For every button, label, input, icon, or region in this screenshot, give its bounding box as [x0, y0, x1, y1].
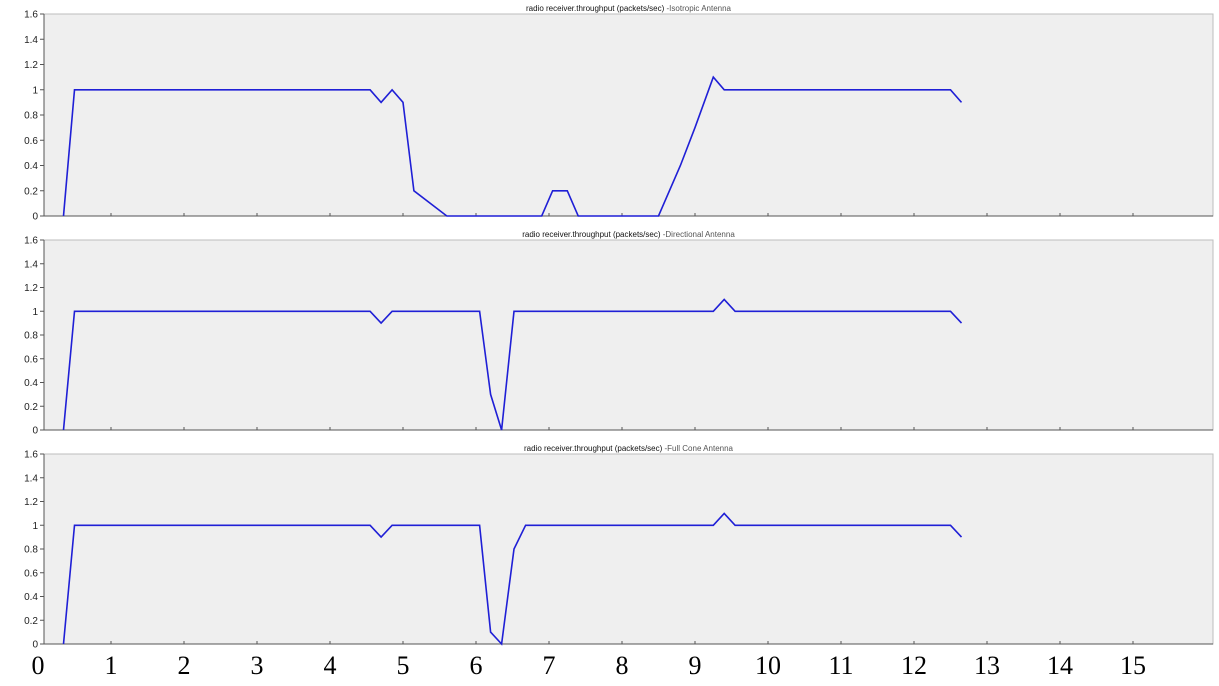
- panel-title-main: radio receiver.throughput (packets/sec): [526, 4, 667, 13]
- y-tick-label: 0.8: [24, 331, 38, 342]
- panel-title-main: radio receiver.throughput (packets/sec): [522, 230, 663, 239]
- panel-title-subtitle: -Full Cone Antenna: [665, 444, 734, 453]
- y-tick-label: 1.4: [24, 473, 38, 484]
- x-tick-label: 4: [324, 651, 337, 680]
- y-tick-label: 0.2: [24, 616, 38, 627]
- x-tick-label: 7: [543, 651, 556, 680]
- y-tick-label: 1: [32, 521, 38, 532]
- y-tick-label: 0: [32, 426, 38, 437]
- plot-area: [43, 13, 1214, 217]
- y-tick-label: 1: [32, 307, 38, 318]
- y-tick-label: 0: [32, 212, 38, 223]
- y-tick-label: 0: [32, 640, 38, 651]
- panel-title: radio receiver.throughput (packets/sec) …: [524, 444, 734, 453]
- series-line: [62, 512, 963, 646]
- y-tick-label: 0.6: [24, 354, 38, 365]
- x-tick-label: 15: [1120, 651, 1146, 680]
- y-tick-label: 0.8: [24, 111, 38, 122]
- panel-title-main: radio receiver.throughput (packets/sec): [524, 444, 665, 453]
- x-tick-label: 8: [616, 651, 629, 680]
- x-tick-label: 9: [689, 651, 702, 680]
- plot-area: [43, 239, 1214, 431]
- x-tick-label: 5: [397, 651, 410, 680]
- x-tick-label: 1: [105, 651, 118, 680]
- panel-title: radio receiver.throughput (packets/sec) …: [522, 230, 735, 239]
- x-tick-label: 12: [901, 651, 927, 680]
- x-tick-label: 6: [470, 651, 483, 680]
- x-tick-label: 11: [828, 651, 853, 680]
- chart-panel-3: 0 0.2 0.4 0.6 0.8 1 1.2 1.4 1.6 radio receiver.th…: [24, 444, 1214, 651]
- y-tick-label: 0.2: [24, 186, 38, 197]
- x-tick-label: 10: [755, 651, 781, 680]
- x-tick-label: 14: [1047, 651, 1073, 680]
- y-tick-label: 1.4: [24, 259, 38, 270]
- y-tick-label: 1.2: [24, 497, 38, 508]
- chart-panel-2: 0 0.2 0.4 0.6 0.8 1 1.2 1.4 1.6 radio receiver.th…: [24, 230, 1214, 437]
- y-tick-label: 1.2: [24, 283, 38, 294]
- plot-area: [43, 453, 1214, 645]
- y-tick-label: 0.4: [24, 378, 38, 389]
- y-tick-label: 1.4: [24, 35, 38, 46]
- y-tick-label: 1.6: [24, 450, 38, 461]
- x-tick-label: 3: [251, 651, 264, 680]
- series-line: [62, 75, 963, 217]
- y-tick-label: 0.2: [24, 402, 38, 413]
- bottom-x-axis: 0 1 2 3 4 5 6 7 8 9 10 11 12 13 14 15: [32, 651, 1147, 680]
- chart-panel-1: 0 0.2 0.4 0.6 0.8 1 1.2 1.4 1.6 radio receiver.th…: [24, 4, 1214, 223]
- y-tick-label: 0.4: [24, 161, 38, 172]
- panel-title: radio receiver.throughput (packets/sec) …: [526, 4, 732, 13]
- y-tick-label: 1.2: [24, 60, 38, 71]
- panel-title-subtitle: -Isotropic Antenna: [667, 4, 732, 13]
- x-tick-label: 2: [178, 651, 191, 680]
- y-tick-label: 0.4: [24, 592, 38, 603]
- x-tick-label: 13: [974, 651, 1000, 680]
- y-tick-label: 0.6: [24, 136, 38, 147]
- series-line: [62, 298, 963, 431]
- panel-title-subtitle: -Directional Antenna: [663, 230, 736, 239]
- y-tick-label: 1.6: [24, 10, 38, 21]
- y-tick-label: 1: [32, 85, 38, 96]
- y-tick-label: 0.6: [24, 568, 38, 579]
- y-tick-label: 0.8: [24, 545, 38, 556]
- x-tick-label: 0: [32, 651, 45, 680]
- y-tick-label: 1.6: [24, 236, 38, 247]
